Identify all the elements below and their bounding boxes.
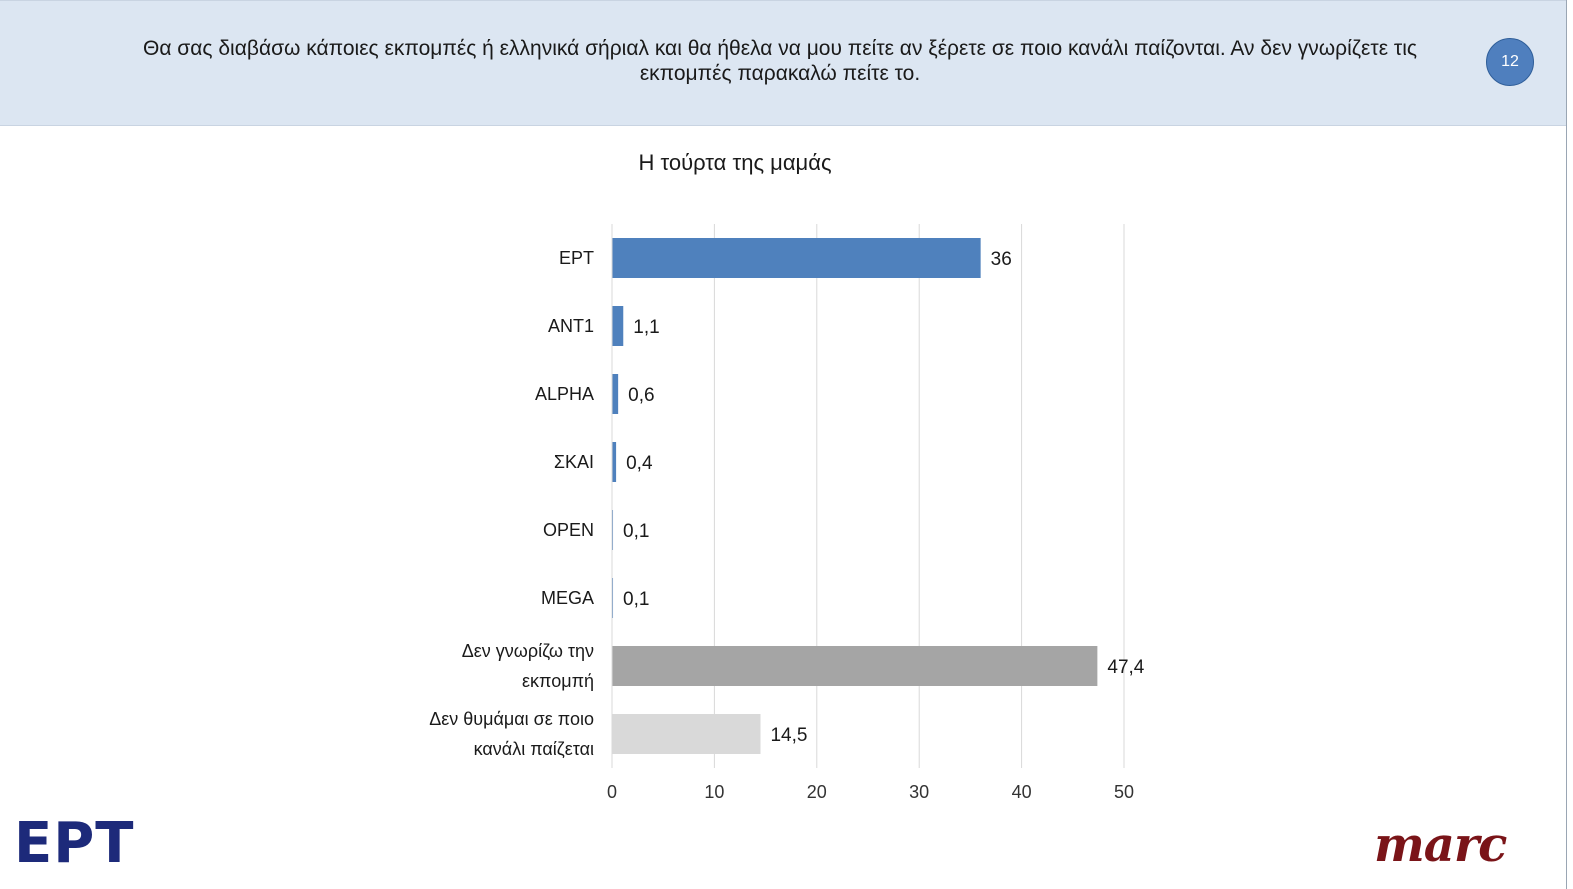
data-label: 36	[991, 249, 1012, 270]
data-label: 0,4	[626, 453, 653, 474]
question-header	[0, 0, 1566, 126]
bar	[612, 306, 624, 346]
data-label: 0,1	[623, 521, 649, 542]
category-label: ΣΚΑΙ	[554, 452, 594, 472]
bar	[612, 714, 761, 754]
x-tick-label: 20	[807, 782, 827, 802]
x-tick-label: 50	[1114, 782, 1134, 802]
category-label: OPEN	[543, 520, 594, 540]
category-label: MEGA	[541, 588, 594, 608]
category-label: Δεν θυμάμαι σε ποιο	[429, 709, 594, 729]
bar	[612, 578, 614, 618]
data-label: 0,6	[628, 385, 654, 406]
category-label: Δεν γνωρίζω την	[462, 641, 594, 661]
data-label: 47,4	[1107, 657, 1144, 678]
data-label: 1,1	[633, 317, 659, 338]
bar	[612, 510, 614, 550]
ert-logo: ΕΡΤ	[14, 811, 135, 876]
bar	[612, 646, 1098, 686]
x-tick-label: 40	[1012, 782, 1032, 802]
bar	[612, 374, 619, 414]
x-tick-label: 0	[607, 782, 617, 802]
x-tick-label: 10	[704, 782, 724, 802]
category-label: ALPHA	[535, 384, 594, 404]
category-label: κανάλι παίζεται	[474, 739, 594, 759]
x-tick-label: 30	[909, 782, 929, 802]
question-text: Θα σας διαβάσω κάποιες εκπομπές ή ελληνι…	[143, 37, 1417, 85]
data-label: 14,5	[770, 725, 807, 746]
bar	[612, 238, 981, 278]
bar	[612, 442, 617, 482]
marc-logo: marc	[1374, 817, 1507, 873]
category-label: ΕΡΤ	[559, 248, 594, 268]
slide-edge-divider	[1566, 0, 1567, 889]
slide-number-badge: 12	[1486, 38, 1534, 86]
data-label: 0,1	[623, 589, 649, 610]
category-label: εκπομπή	[522, 671, 594, 691]
chart-title: Η τούρτα της μαμάς	[638, 150, 832, 175]
category-label: ΑΝΤ1	[548, 316, 594, 336]
